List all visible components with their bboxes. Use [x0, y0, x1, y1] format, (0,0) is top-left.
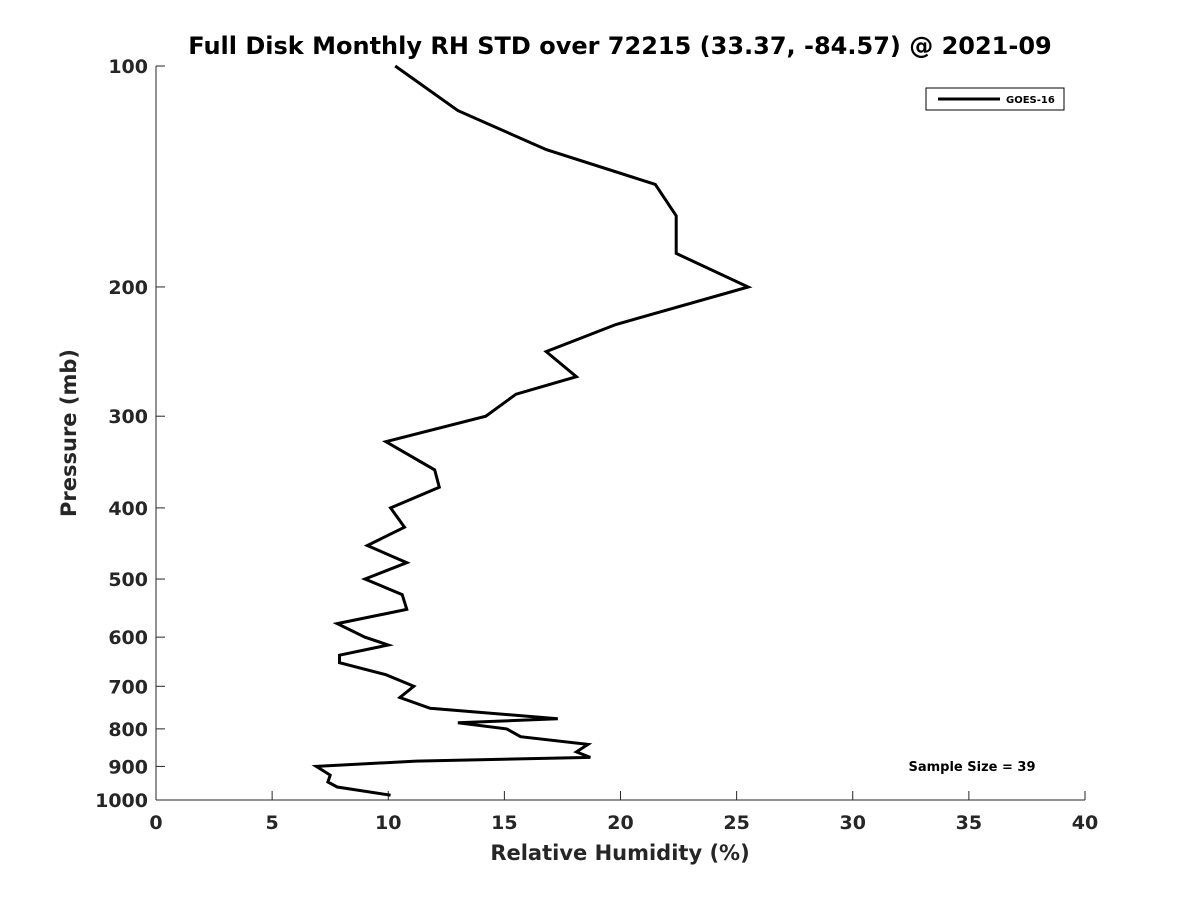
legend: GOES-16 — [925, 87, 1065, 111]
y-axis-label: Pressure (mb) — [57, 349, 81, 517]
series-line-goes-16 — [311, 64, 753, 797]
y-tick-label: 500 — [108, 569, 148, 591]
x-tick-label: 10 — [375, 812, 401, 834]
sample-size-annotation: Sample Size = 39 — [908, 760, 1035, 775]
x-tick-label: 20 — [607, 812, 633, 834]
x-tick-label: 30 — [840, 812, 866, 834]
y-tick-label: 600 — [108, 627, 148, 649]
x-tick-label: 35 — [956, 812, 982, 834]
x-tick-label: 15 — [491, 812, 517, 834]
y-tick-label: 900 — [108, 756, 148, 778]
plot-area: 0 5 10 15 20 25 30 35 40 100 200 300 400 500 600 700 80… — [95, 56, 1098, 834]
y-tick-label: 1000 — [95, 790, 148, 812]
x-tick-label: 40 — [1072, 812, 1098, 834]
x-tick-label: 25 — [723, 812, 749, 834]
x-tick-label: 0 — [149, 812, 162, 834]
x-ticks: 0 5 10 15 20 25 30 35 40 — [149, 791, 1098, 834]
y-tick-label: 100 — [108, 56, 148, 78]
x-tick-label: 5 — [266, 812, 279, 834]
y-ticks: 100 200 300 400 500 600 700 800 900 1000 — [95, 56, 165, 812]
legend-label-goes-16: GOES-16 — [1006, 95, 1055, 106]
y-tick-label: 300 — [108, 406, 148, 428]
x-axis-label: Relative Humidity (%) — [490, 841, 749, 865]
y-tick-label: 400 — [108, 498, 148, 520]
y-tick-label: 200 — [108, 277, 148, 299]
chart-title: Full Disk Monthly RH STD over 72215 (33.… — [188, 32, 1051, 60]
y-tick-label: 700 — [108, 676, 148, 698]
y-tick-label: 800 — [108, 719, 148, 741]
